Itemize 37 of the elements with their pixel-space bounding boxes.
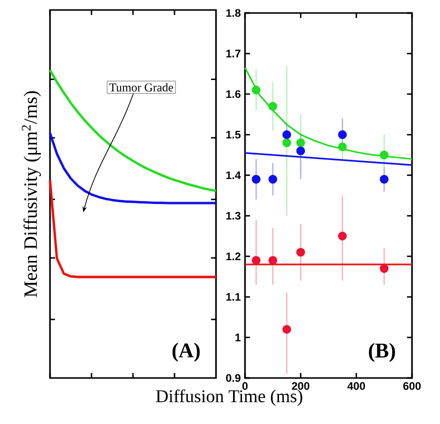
point	[380, 150, 389, 160]
point	[252, 256, 261, 265]
point	[380, 264, 389, 273]
x-tick-label: 600	[403, 382, 421, 390]
point	[296, 146, 306, 156]
point	[338, 130, 347, 140]
annotation: (A)	[172, 342, 200, 362]
y-tick-label: 0.9	[226, 374, 240, 382]
x-tick-label: 0	[242, 382, 248, 390]
point	[268, 174, 278, 184]
y-tick-label: 1.3	[226, 212, 240, 220]
point	[338, 232, 347, 240]
x-tick-label: 200	[292, 382, 310, 390]
y-tick-label: 1	[235, 334, 241, 342]
point	[252, 174, 261, 184]
y-tick-label: 1.4	[226, 171, 241, 179]
point	[268, 256, 278, 265]
point	[338, 142, 347, 152]
point	[296, 138, 306, 148]
y-axis-title: Mean Diffusivity (μm$^{2}$/ms)	[22, 91, 41, 298]
y-tick-label: 1.7	[226, 50, 240, 58]
y-tick-label: 1.1	[226, 293, 241, 301]
point	[268, 102, 278, 111]
y-tick-label: 1.8	[226, 9, 241, 17]
point	[282, 138, 292, 148]
point	[252, 86, 261, 94]
point	[296, 248, 306, 257]
x-axis-title: Diffusion Time (ms)	[156, 389, 302, 406]
point	[282, 324, 292, 334]
point	[380, 174, 389, 184]
annotation: (B)	[368, 342, 395, 362]
y-tick-label: 1.6	[226, 90, 240, 98]
point	[282, 130, 292, 140]
x-tick-label: 400	[347, 382, 366, 390]
y-tick-label: 1.2	[226, 252, 240, 260]
y-tick-label: 1.5	[226, 130, 241, 138]
annotation: Tumor Grade	[109, 83, 174, 92]
